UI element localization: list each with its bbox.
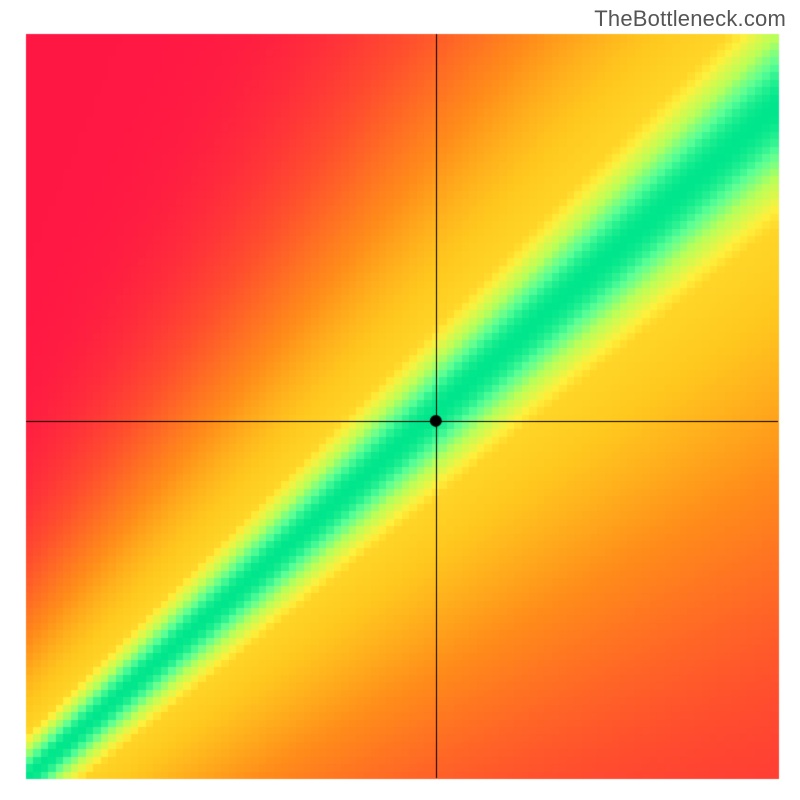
chart-container: { "watermark": { "text": "TheBottleneck.… <box>0 0 800 800</box>
watermark-text: TheBottleneck.com <box>594 6 786 32</box>
bottleneck-heatmap <box>0 0 800 800</box>
